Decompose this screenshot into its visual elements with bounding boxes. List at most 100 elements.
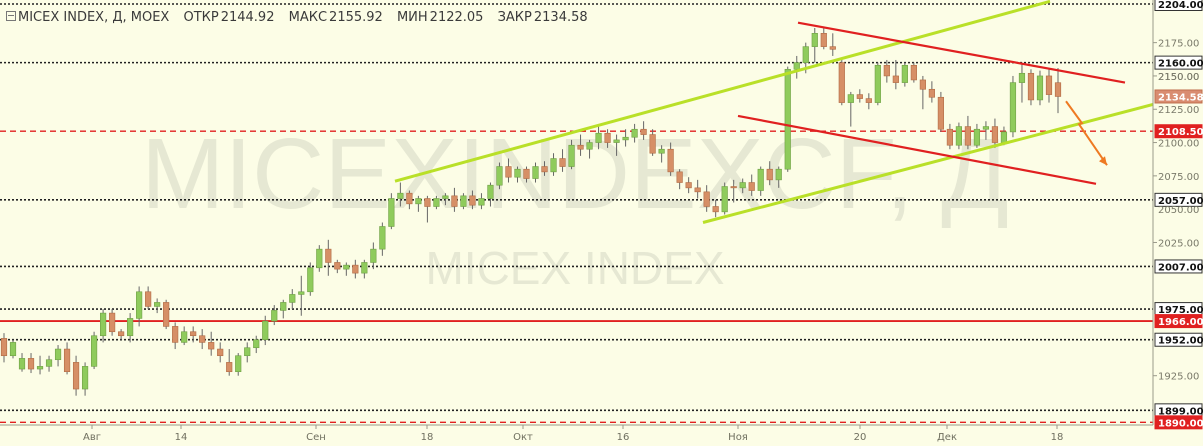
- candle: [136, 291, 143, 319]
- candle: [27, 358, 35, 370]
- candle: [127, 318, 134, 337]
- candle: [280, 302, 287, 311]
- level-label-box: [1154, 55, 1203, 70]
- level-label: 2007.00: [1158, 262, 1203, 273]
- candle: [81, 366, 89, 390]
- open-value: 2144.92: [220, 10, 275, 25]
- candle: [496, 166, 503, 186]
- candle: [532, 166, 539, 179]
- candle: [685, 182, 692, 189]
- symbol-label: MICEX INDEX, Д, MOEX: [18, 10, 170, 25]
- candle: [226, 362, 233, 373]
- level-label-box: [1154, 415, 1203, 430]
- candle: [568, 144, 575, 167]
- candle: [325, 248, 332, 263]
- candle: [298, 291, 305, 295]
- high-value: 2155.92: [329, 10, 383, 25]
- candle: [595, 132, 602, 143]
- level-label: 1975.00: [1158, 305, 1203, 316]
- level-label: 1899.00: [1158, 406, 1203, 417]
- candle: [505, 166, 512, 178]
- candle: [172, 326, 179, 343]
- candle: [289, 294, 296, 303]
- level-label-box: [1154, 332, 1203, 347]
- candle: [928, 88, 935, 98]
- candle: [640, 128, 647, 135]
- candle: [334, 262, 341, 270]
- time-tick-label: Окт: [513, 432, 533, 443]
- candle: [262, 320, 269, 341]
- level-label: 2050.00: [1158, 205, 1199, 216]
- high-label: МАКС: [288, 10, 328, 25]
- candle: [955, 126, 962, 146]
- time-tick-label: 16: [617, 432, 630, 443]
- candle: [388, 198, 395, 227]
- candle: [991, 126, 999, 143]
- candle: [469, 195, 476, 206]
- candle: [1000, 131, 1008, 143]
- candle: [118, 331, 125, 337]
- candle: [244, 347, 251, 357]
- candle: [847, 94, 854, 103]
- candle: [460, 195, 467, 207]
- candle: [478, 198, 485, 206]
- candle: [370, 248, 377, 263]
- downtrend-line-lower: [737, 114, 1097, 185]
- candle: [1027, 72, 1035, 101]
- candle: [307, 267, 314, 293]
- candle: [36, 366, 44, 370]
- candle: [9, 342, 17, 357]
- candle: [145, 291, 152, 307]
- level-label: 2150.00: [1158, 72, 1199, 83]
- level-label: 1952.00: [1158, 336, 1203, 347]
- level-label: 2160.00: [1158, 59, 1203, 70]
- price-tick-label: 2125.00: [1158, 105, 1199, 116]
- candle: [757, 168, 764, 191]
- low-label: МИН: [396, 10, 428, 25]
- level-label-box: [1154, 124, 1203, 139]
- candle: [0, 338, 8, 357]
- candle: [541, 166, 548, 173]
- candle: [487, 184, 494, 199]
- price-tick-label: 2175.00: [1158, 39, 1199, 50]
- watermark-sub: MICEX INDEX: [425, 242, 724, 294]
- candle: [901, 64, 908, 83]
- candle: [649, 134, 656, 154]
- candle: [775, 168, 782, 181]
- candle: [451, 195, 458, 207]
- candle: [154, 302, 161, 307]
- candle: [892, 75, 899, 83]
- level-label: 2057.00: [1158, 196, 1203, 207]
- candle: [982, 126, 990, 130]
- candle: [829, 46, 836, 50]
- candle: [667, 148, 674, 173]
- candle: [550, 158, 557, 173]
- forecast-arrowhead: [1099, 156, 1107, 166]
- candle: [100, 312, 107, 337]
- candle: [90, 335, 98, 367]
- candle: [343, 264, 350, 270]
- candle: [45, 359, 53, 367]
- candle: [109, 312, 116, 333]
- candle: [199, 335, 206, 343]
- candle: [874, 64, 881, 103]
- candle: [18, 358, 26, 370]
- candle: [973, 128, 981, 146]
- candle: [72, 362, 80, 390]
- price-tick-label: 2150.00: [1158, 72, 1199, 83]
- candle: [1009, 82, 1017, 133]
- candle: [361, 262, 368, 274]
- candle: [739, 182, 746, 189]
- candle: [721, 186, 728, 213]
- candle: [865, 98, 872, 103]
- candle: [622, 136, 629, 141]
- candle: [802, 46, 809, 63]
- candle: [163, 302, 170, 327]
- time-tick-label: 18: [421, 432, 434, 443]
- candle: [352, 264, 359, 274]
- collapse-icon[interactable]: [6, 11, 16, 21]
- candle: [613, 139, 620, 143]
- watermark-main: MICEXINDEXСF, Д: [141, 118, 1009, 230]
- close-value: 2134.58: [533, 10, 588, 25]
